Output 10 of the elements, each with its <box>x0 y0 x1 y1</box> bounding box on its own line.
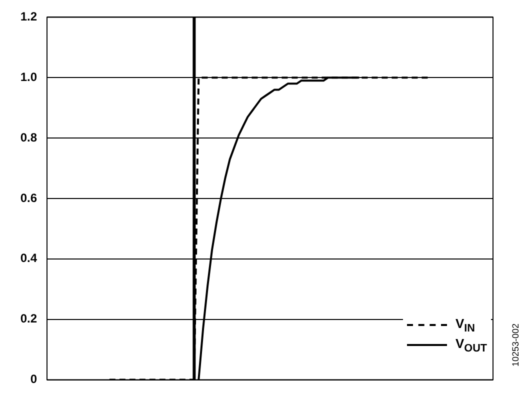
text: 10253-002 <box>510 323 520 367</box>
y-tick-label: 1.0 <box>20 70 38 84</box>
y-tick-label: 0.6 <box>20 190 38 205</box>
y-tick-label: 0.4 <box>20 251 38 266</box>
y-tick-label: 1.2 <box>20 10 38 24</box>
legend-label: V$_{IN}$ <box>455 316 475 334</box>
y-tick-label: 0.8 <box>20 130 38 144</box>
y-tick-label: 0.2 <box>20 312 38 326</box>
legend-label: V$_{OUT}$ <box>455 336 487 354</box>
y-tick-label: 0 <box>30 372 38 386</box>
